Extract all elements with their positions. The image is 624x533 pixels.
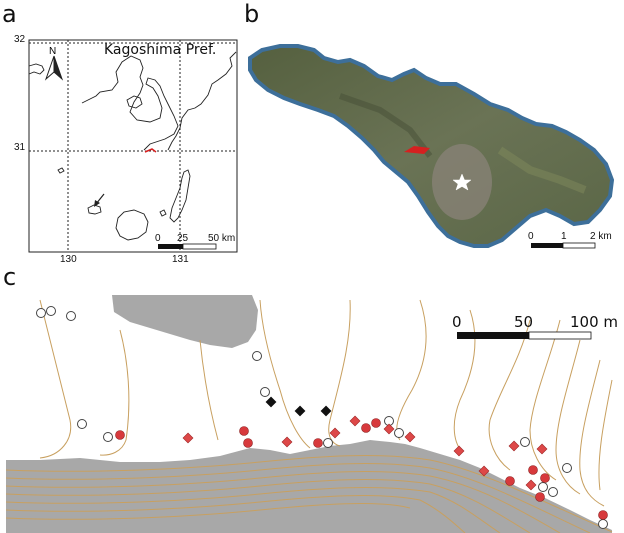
red-diamond-marker (508, 440, 520, 452)
scale-b-label-0: 0 (528, 231, 534, 242)
yakushima-coast (115, 209, 149, 241)
open-circle-marker (598, 519, 608, 529)
red-circle-marker (371, 418, 381, 428)
open-circle-marker (394, 428, 404, 438)
ridge-shade-1 (339, 93, 433, 158)
open-circle-marker (46, 306, 56, 316)
open-circle-marker (66, 311, 76, 321)
scale-a-label-25: 25 (177, 233, 189, 244)
red-diamond-markers (182, 415, 548, 491)
panel-a-title: Kagoshima Pref. (104, 42, 217, 58)
star-icon (452, 173, 472, 191)
red-circle-marker (243, 438, 253, 448)
red-circle-marker (361, 423, 371, 433)
red-circle-marker (313, 438, 323, 448)
open-circle-markers (36, 306, 608, 529)
small-island-2 (159, 209, 167, 217)
scale-c-label-0: 0 (452, 313, 462, 331)
red-diamond-marker (329, 427, 341, 439)
red-circle-marker (598, 510, 608, 520)
north-arrow-icon: N (44, 46, 64, 81)
scale-c-label-100: 100 m (570, 313, 619, 331)
panel-label-c: c (3, 263, 17, 291)
open-circle-marker (77, 419, 87, 429)
red-diamond-marker (453, 445, 465, 457)
shaded-area-top (112, 295, 258, 348)
scale-bar-a-black (158, 244, 183, 249)
tanegashima-coast (169, 169, 191, 223)
black-diamond-marker (265, 396, 277, 408)
contour-lines (5, 299, 613, 533)
red-circle-marker (239, 426, 249, 436)
open-circle-marker (520, 437, 530, 447)
open-circle-marker (323, 438, 333, 448)
red-circle-marker (528, 465, 538, 475)
scale-bar-b-black (531, 243, 563, 248)
red-circle-marker (535, 492, 545, 502)
svg-text:N: N (49, 46, 56, 57)
red-diamond-marker (478, 465, 490, 477)
scale-b-label-2: 2 km (590, 231, 612, 242)
scale-bar-a-white (182, 243, 217, 250)
panel-label-a: a (2, 0, 17, 28)
sakurajima-coast (126, 95, 143, 109)
red-circle-marker (115, 430, 125, 440)
study-area-highlight (144, 148, 157, 153)
red-diamond-marker (281, 436, 293, 448)
open-circle-marker (260, 387, 270, 397)
open-circle-marker (252, 351, 262, 361)
scale-a-label-0: 0 (155, 233, 161, 244)
open-circle-marker (36, 308, 46, 318)
lat-label-31: 31 (14, 142, 26, 153)
coastline-north-island (28, 63, 45, 75)
open-circle-marker (562, 463, 572, 473)
scale-b-label-1: 1 (561, 231, 567, 242)
panel-label-b: b (244, 0, 260, 28)
red-diamond-marker (349, 415, 361, 427)
black-diamond-marker (320, 405, 332, 417)
scale-a-label-50: 50 km (208, 233, 236, 244)
red-circle-marker (540, 473, 550, 483)
red-circle-markers (115, 418, 608, 520)
map-frame (28, 39, 238, 253)
study-area-highlight-b (404, 146, 430, 154)
lon-label-130: 130 (60, 254, 77, 265)
scale-bar-c-black (457, 332, 529, 339)
open-circle-marker (548, 487, 558, 497)
red-diamond-marker (383, 423, 395, 435)
black-diamond-markers (265, 396, 332, 417)
kuchinoerabu-coast (87, 204, 102, 215)
ridge-shade-2 (497, 146, 587, 194)
black-diamond-marker (294, 405, 306, 417)
open-circle-marker (538, 482, 548, 492)
red-diamond-marker (536, 443, 548, 455)
coastline-mainland-west (81, 55, 179, 151)
lon-label-131: 131 (172, 254, 189, 265)
red-diamond-marker (525, 479, 537, 491)
coastline-mainland-east (167, 51, 237, 151)
arrow-pointer-head (94, 200, 100, 207)
scale-bar-c-white (528, 331, 592, 340)
small-island-1 (57, 167, 65, 174)
open-circle-marker (103, 432, 113, 442)
lat-label-32: 32 (14, 34, 26, 45)
scale-c-label-50: 50 (514, 313, 534, 331)
scale-bar-b-white (562, 242, 596, 249)
red-diamond-marker (182, 432, 194, 444)
red-diamond-marker (404, 431, 416, 443)
red-circle-marker (505, 476, 515, 486)
